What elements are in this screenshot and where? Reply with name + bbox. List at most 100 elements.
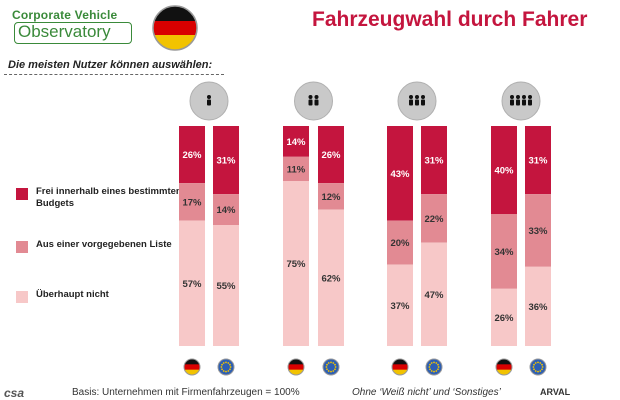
europe-flag-star: [330, 370, 332, 373]
germany-flag-icon: [184, 359, 200, 375]
subtitle-divider: [4, 74, 224, 75]
bar-1p-eu-budget: [213, 126, 239, 195]
europe-flag-star: [541, 368, 543, 371]
label-2p-eu-budget: 26%: [321, 150, 341, 161]
label-3p-de-list: 20%: [390, 238, 410, 249]
europe-flag-star: [532, 366, 535, 368]
europe-flag-star: [539, 370, 542, 372]
bar-3p-de-budget: [387, 126, 413, 221]
two-persons-icon-figures: [308, 95, 319, 106]
europe-flag-star: [429, 368, 431, 371]
europe-flag-star: [221, 368, 223, 371]
label-4p-de-budget: 40%: [494, 166, 514, 177]
bar-2p-eu-none: [318, 209, 344, 346]
europe-flag-star: [227, 370, 230, 372]
europe-flag-icon: [217, 358, 235, 376]
europe-flag-star: [430, 370, 433, 372]
europe-flag-star: [537, 361, 539, 364]
arval-logo: ARVAL: [540, 387, 571, 397]
europe-flag-star: [327, 370, 330, 372]
germany-flag-icon: [392, 359, 408, 375]
label-2p-eu-none: 62%: [321, 273, 341, 284]
bar-1p-de-budget: [179, 126, 205, 184]
four-persons-icon-figures: [510, 95, 532, 106]
europe-flag-star: [541, 363, 543, 366]
label-1p-eu-list: 14%: [216, 205, 236, 216]
basis-note: Basis: Unternehmen mit Firmenfahrzeugen …: [72, 387, 300, 398]
label-3p-eu-list: 22%: [424, 214, 444, 225]
europe-flag-star: [437, 366, 440, 368]
europe-flag-star: [222, 362, 225, 364]
europe-flag-star: [334, 366, 337, 368]
germany-flag-icon: [152, 5, 198, 51]
germany-flag-icon: [288, 359, 304, 375]
csa-logo: csa: [4, 386, 25, 400]
europe-flag-star: [227, 362, 230, 364]
label-1p-de-budget: 26%: [182, 150, 202, 161]
europe-flag-star: [430, 362, 433, 364]
bar-3p-eu-list: [421, 194, 447, 243]
legend-label-budget: Frei innerhalb eines bestimmten Budgets: [36, 186, 182, 209]
germany-flag-rim: [183, 358, 201, 376]
germany-flag-icon: [496, 359, 512, 375]
europe-flag-star: [429, 363, 431, 366]
label-4p-eu-budget: 31%: [528, 156, 548, 167]
europe-flag-star: [533, 368, 535, 371]
bar-3p-eu-budget: [421, 126, 447, 195]
logo-frame: [14, 22, 132, 44]
bar-2p-eu-budget: [318, 126, 344, 184]
one-person-icon-figures: [207, 95, 211, 106]
europe-flag-star: [326, 368, 328, 371]
europe-flag-star: [537, 370, 539, 373]
label-4p-de-none: 26%: [494, 313, 514, 324]
europe-flag-star: [229, 368, 231, 371]
label-4p-eu-list: 33%: [528, 226, 548, 237]
logo-line2: Observatory: [18, 22, 111, 41]
europe-flag-star: [327, 362, 330, 364]
bar-4p-eu-list: [525, 194, 551, 267]
label-2p-de-none: 75%: [286, 259, 306, 270]
europe-flag-star: [326, 363, 328, 366]
bar-4p-eu-budget: [525, 126, 551, 195]
bar-1p-de-list: [179, 183, 205, 221]
bar-1p-de-none: [179, 220, 205, 346]
page-title: Fahrzeugwahl durch Fahrer: [312, 8, 588, 31]
europe-flag-star: [225, 361, 227, 364]
label-3p-de-none: 37%: [390, 301, 410, 312]
bar-2p-de-none: [283, 181, 309, 346]
bar-4p-eu-none: [525, 266, 551, 346]
exclusion-note: Ohne ‘Weiß nicht’ und ‘Sonstiges’: [352, 387, 501, 398]
label-1p-eu-none: 55%: [216, 281, 236, 292]
europe-flag-star: [332, 370, 335, 372]
label-1p-de-none: 57%: [182, 279, 202, 290]
legend-swatch-list: [16, 241, 28, 253]
europe-flag-star: [435, 370, 438, 372]
four-persons-icon: [501, 81, 541, 121]
legend-label-list: Aus einer vorgegebenen Liste: [36, 239, 172, 250]
chart-subtitle: Die meisten Nutzer können auswählen:: [8, 59, 213, 71]
europe-flag-star: [428, 366, 431, 368]
legend-swatch-budget: [16, 188, 28, 200]
europe-flag-star: [229, 366, 232, 368]
label-1p-eu-budget: 31%: [216, 156, 236, 167]
label-3p-de-budget: 43%: [390, 169, 410, 180]
label-4p-eu-none: 36%: [528, 302, 548, 313]
europe-flag-star: [433, 370, 435, 373]
europe-flag-star: [534, 362, 537, 364]
cvo-logo: Corporate Vehicle Observatory: [10, 6, 136, 48]
europe-flag-star: [533, 363, 535, 366]
bar-3p-de-list: [387, 220, 413, 265]
europe-flag-star: [334, 368, 336, 371]
bar-4p-de-none: [491, 288, 517, 346]
bar-3p-de-none: [387, 264, 413, 346]
two-persons-icon: [294, 81, 333, 121]
bar-2p-de-budget: [283, 126, 309, 157]
bar-2p-de-list: [283, 156, 309, 181]
europe-flag-star: [437, 363, 439, 366]
europe-flag-icon: [529, 358, 547, 376]
europe-flag-star: [539, 362, 542, 364]
europe-flag-star: [225, 370, 227, 373]
three-persons-icon-figures: [409, 95, 425, 106]
label-2p-eu-list: 12%: [321, 192, 341, 203]
label-1p-de-list: 17%: [182, 197, 202, 208]
